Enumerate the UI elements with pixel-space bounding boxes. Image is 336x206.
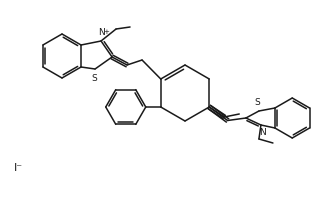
Text: S: S: [91, 74, 97, 83]
Text: N: N: [259, 128, 266, 137]
Text: I⁻: I⁻: [13, 163, 23, 173]
Text: S: S: [254, 98, 260, 107]
Text: +: +: [103, 29, 109, 35]
Text: N: N: [98, 28, 104, 37]
